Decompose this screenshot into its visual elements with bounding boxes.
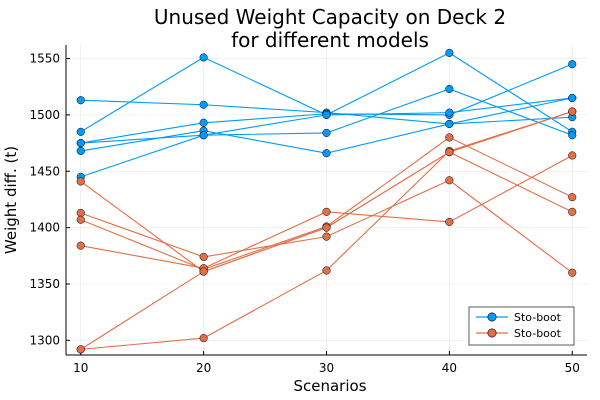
data-point-s2-l6 [76, 345, 85, 354]
data-point-s1-l4 [322, 149, 331, 158]
data-point-s2-l2 [568, 268, 577, 277]
legend-label-1: Sto-boot [514, 311, 562, 324]
y-tick-label: 1400 [29, 221, 60, 235]
data-point-s2-l6 [322, 223, 331, 232]
data-point-s2-l1 [568, 207, 577, 216]
data-point-s1-l5 [322, 128, 331, 137]
data-point-s2-l6 [199, 267, 208, 276]
data-point-s2-l2 [199, 252, 208, 261]
data-point-s1-l5 [445, 84, 454, 94]
x-tick-label: 40 [442, 361, 457, 375]
data-point-s1-l6 [568, 93, 577, 103]
data-point-s1-l2 [76, 127, 85, 136]
data-point-s1-l2 [199, 53, 208, 62]
chart-title: Unused Weight Capacity on Deck 2 [154, 5, 506, 29]
data-point-s1-l3 [568, 60, 577, 69]
legend-box [468, 306, 575, 346]
legend-marker-2 [487, 328, 497, 338]
data-point-s2-l5 [199, 334, 208, 343]
data-point-s1-l6 [199, 131, 208, 140]
data-point-s2-l2 [445, 176, 454, 185]
data-point-s1-l6 [445, 108, 454, 117]
x-tick-label: 10 [73, 361, 88, 375]
y-tick-label: 1550 [29, 52, 60, 66]
x-tick-label: 20 [196, 361, 211, 375]
data-point-s2-l3 [76, 215, 85, 224]
data-point-s2-l1 [76, 177, 85, 186]
legend-label-2: Sto-boot [514, 327, 562, 340]
data-point-s2-l2 [322, 232, 331, 241]
data-point-s2-l4 [322, 207, 331, 216]
data-point-s2-l3 [568, 193, 577, 202]
y-tick-label: 1450 [29, 164, 60, 178]
data-point-s2-l6 [445, 148, 454, 157]
legend: Sto-boot Sto-boot [468, 306, 575, 346]
data-point-s1-l2 [445, 48, 454, 57]
axes [65, 45, 587, 356]
data-point-s1-l1 [199, 100, 208, 109]
data-point-s1-l6 [322, 110, 331, 119]
data-point-s1-l6 [76, 139, 85, 148]
data-point-s1-l5 [568, 131, 577, 140]
y-tick-label: 1350 [29, 277, 60, 291]
data-point-s2-l5 [322, 266, 331, 275]
x-tick-label: 50 [565, 361, 580, 375]
y-tick-label: 1500 [29, 108, 60, 122]
data-point-s2-l2 [76, 208, 85, 218]
series-group [76, 48, 577, 354]
data-point-s2-l3 [445, 133, 454, 142]
data-point-s2-l4 [568, 151, 577, 160]
data-point-s2-l4 [445, 217, 454, 227]
x-tick-label: 30 [319, 361, 334, 375]
legend-marker-1 [487, 312, 497, 322]
x-axis-label: Scenarios [293, 377, 366, 395]
y-axis-label: Weight diff. (t) [2, 146, 20, 254]
data-point-s1-l4 [76, 146, 85, 156]
data-point-s1-l4 [445, 119, 454, 128]
data-point-s1-l1 [76, 96, 85, 105]
data-point-s2-l6 [568, 107, 577, 116]
data-point-s1-l3 [199, 118, 208, 127]
tick-labels: 10 20 30 40 50 1300 1350 1400 1450 1500 1550 [29, 52, 579, 375]
chart-subtitle: for different models [231, 28, 429, 52]
data-point-s2-l4 [76, 241, 85, 250]
y-tick-label: 1300 [29, 333, 60, 347]
